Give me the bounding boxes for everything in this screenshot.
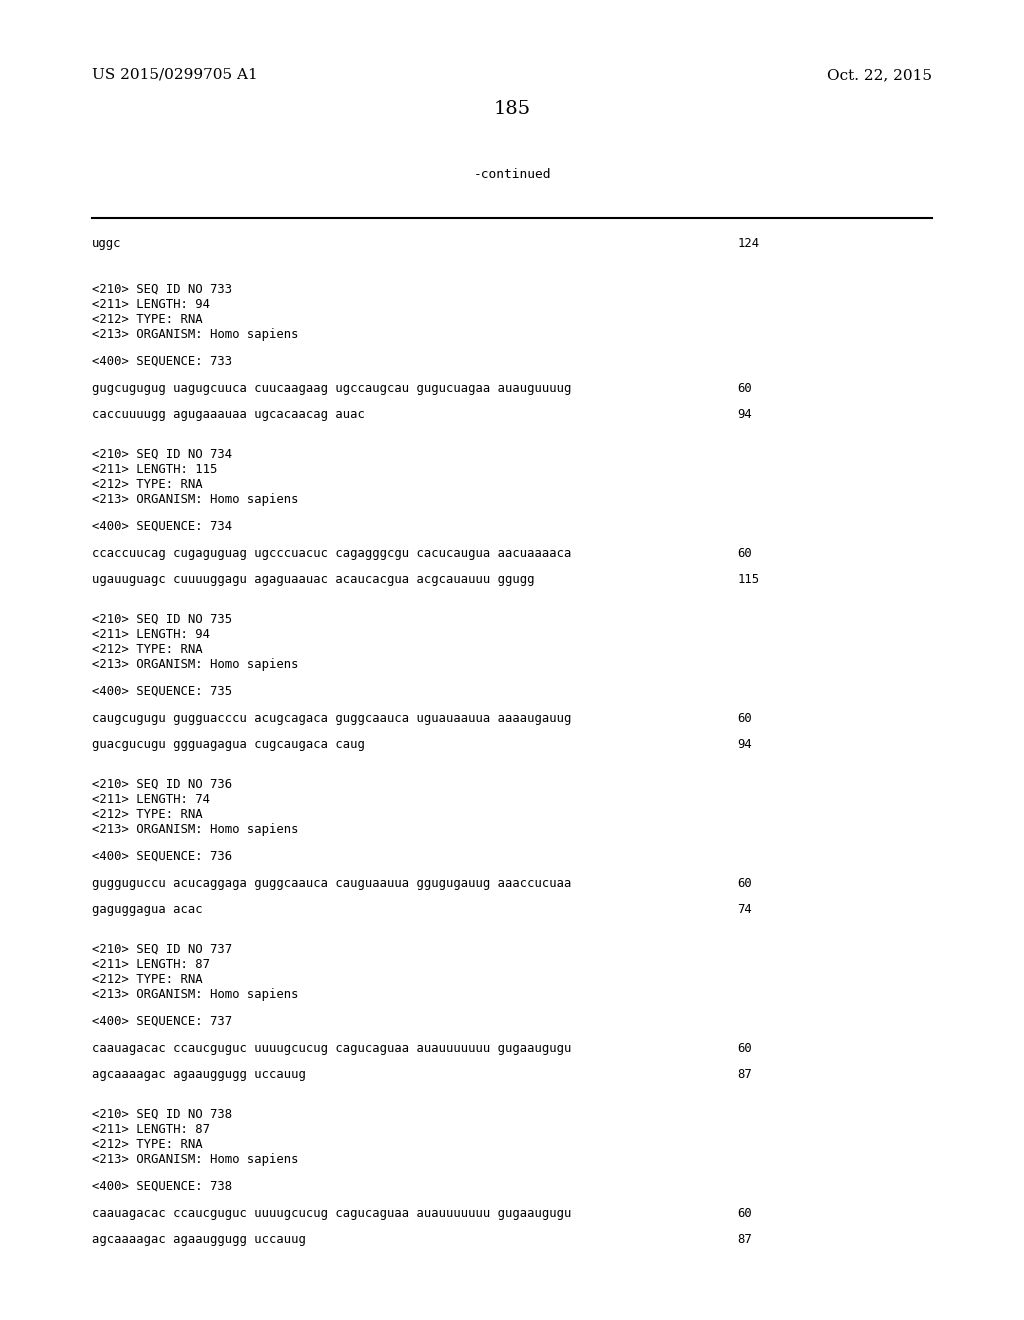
Text: <210> SEQ ID NO 736: <210> SEQ ID NO 736 <box>92 777 232 791</box>
Text: 60: 60 <box>737 1206 752 1220</box>
Text: 60: 60 <box>737 381 752 395</box>
Text: <212> TYPE: RNA: <212> TYPE: RNA <box>92 313 203 326</box>
Text: <211> LENGTH: 87: <211> LENGTH: 87 <box>92 1123 210 1137</box>
Text: <213> ORGANISM: Homo sapiens: <213> ORGANISM: Homo sapiens <box>92 657 299 671</box>
Text: ccaccuucag cugaguguag ugcccuacuc cagagggcgu cacucaugua aacuaaaaca: ccaccuucag cugaguguag ugcccuacuc cagaggg… <box>92 546 571 560</box>
Text: gugguguccu acucaggaga guggcaauca cauguaauua ggugugauug aaaccucuaa: gugguguccu acucaggaga guggcaauca cauguaa… <box>92 876 571 890</box>
Text: <213> ORGANISM: Homo sapiens: <213> ORGANISM: Homo sapiens <box>92 987 299 1001</box>
Text: caccuuuugg agugaaauaa ugcacaacag auac: caccuuuugg agugaaauaa ugcacaacag auac <box>92 408 365 421</box>
Text: <212> TYPE: RNA: <212> TYPE: RNA <box>92 643 203 656</box>
Text: <210> SEQ ID NO 733: <210> SEQ ID NO 733 <box>92 282 232 296</box>
Text: caauagacac ccaucguguc uuuugcucug cagucaguaa auauuuuuuu gugaaugugu: caauagacac ccaucguguc uuuugcucug cagucag… <box>92 1206 571 1220</box>
Text: 60: 60 <box>737 711 752 725</box>
Text: <400> SEQUENCE: 734: <400> SEQUENCE: 734 <box>92 520 232 533</box>
Text: <210> SEQ ID NO 735: <210> SEQ ID NO 735 <box>92 612 232 626</box>
Text: <212> TYPE: RNA: <212> TYPE: RNA <box>92 478 203 491</box>
Text: Oct. 22, 2015: Oct. 22, 2015 <box>826 69 932 82</box>
Text: <400> SEQUENCE: 733: <400> SEQUENCE: 733 <box>92 355 232 368</box>
Text: <211> LENGTH: 94: <211> LENGTH: 94 <box>92 298 210 312</box>
Text: caugcugugu gugguacccu acugcagaca guggcaauca uguauaauua aaaaugauug: caugcugugu gugguacccu acugcagaca guggcaa… <box>92 711 571 725</box>
Text: 87: 87 <box>737 1233 752 1246</box>
Text: US 2015/0299705 A1: US 2015/0299705 A1 <box>92 69 258 82</box>
Text: <212> TYPE: RNA: <212> TYPE: RNA <box>92 973 203 986</box>
Text: -continued: -continued <box>473 168 551 181</box>
Text: 60: 60 <box>737 546 752 560</box>
Text: <213> ORGANISM: Homo sapiens: <213> ORGANISM: Homo sapiens <box>92 822 299 836</box>
Text: 87: 87 <box>737 1068 752 1081</box>
Text: agcaaaagac agaauggugg uccauug: agcaaaagac agaauggugg uccauug <box>92 1233 306 1246</box>
Text: <211> LENGTH: 94: <211> LENGTH: 94 <box>92 628 210 642</box>
Text: guacgucugu ggguagagua cugcaugaca caug: guacgucugu ggguagagua cugcaugaca caug <box>92 738 365 751</box>
Text: gaguggagua acac: gaguggagua acac <box>92 903 203 916</box>
Text: <211> LENGTH: 87: <211> LENGTH: 87 <box>92 958 210 972</box>
Text: <400> SEQUENCE: 736: <400> SEQUENCE: 736 <box>92 850 232 863</box>
Text: 74: 74 <box>737 903 752 916</box>
Text: ugauuguagc cuuuuggagu agaguaauac acaucacgua acgcauauuu ggugg: ugauuguagc cuuuuggagu agaguaauac acaucac… <box>92 573 535 586</box>
Text: caauagacac ccaucguguc uuuugcucug cagucaguaa auauuuuuuu gugaaugugu: caauagacac ccaucguguc uuuugcucug cagucag… <box>92 1041 571 1055</box>
Text: <213> ORGANISM: Homo sapiens: <213> ORGANISM: Homo sapiens <box>92 492 299 506</box>
Text: agcaaaagac agaauggugg uccauug: agcaaaagac agaauggugg uccauug <box>92 1068 306 1081</box>
Text: <212> TYPE: RNA: <212> TYPE: RNA <box>92 1138 203 1151</box>
Text: 60: 60 <box>737 1041 752 1055</box>
Text: <400> SEQUENCE: 737: <400> SEQUENCE: 737 <box>92 1015 232 1028</box>
Text: <211> LENGTH: 74: <211> LENGTH: 74 <box>92 793 210 807</box>
Text: <210> SEQ ID NO 738: <210> SEQ ID NO 738 <box>92 1107 232 1121</box>
Text: 94: 94 <box>737 408 752 421</box>
Text: <211> LENGTH: 115: <211> LENGTH: 115 <box>92 463 217 477</box>
Text: <400> SEQUENCE: 738: <400> SEQUENCE: 738 <box>92 1180 232 1193</box>
Text: uggc: uggc <box>92 238 122 249</box>
Text: 115: 115 <box>737 573 760 586</box>
Text: <210> SEQ ID NO 737: <210> SEQ ID NO 737 <box>92 942 232 956</box>
Text: gugcugugug uagugcuuca cuucaagaag ugccaugcau gugucuagaa auauguuuug: gugcugugug uagugcuuca cuucaagaag ugccaug… <box>92 381 571 395</box>
Text: 185: 185 <box>494 100 530 117</box>
Text: <212> TYPE: RNA: <212> TYPE: RNA <box>92 808 203 821</box>
Text: <400> SEQUENCE: 735: <400> SEQUENCE: 735 <box>92 685 232 698</box>
Text: 60: 60 <box>737 876 752 890</box>
Text: <210> SEQ ID NO 734: <210> SEQ ID NO 734 <box>92 447 232 461</box>
Text: 94: 94 <box>737 738 752 751</box>
Text: 124: 124 <box>737 238 760 249</box>
Text: <213> ORGANISM: Homo sapiens: <213> ORGANISM: Homo sapiens <box>92 1152 299 1166</box>
Text: <213> ORGANISM: Homo sapiens: <213> ORGANISM: Homo sapiens <box>92 327 299 341</box>
